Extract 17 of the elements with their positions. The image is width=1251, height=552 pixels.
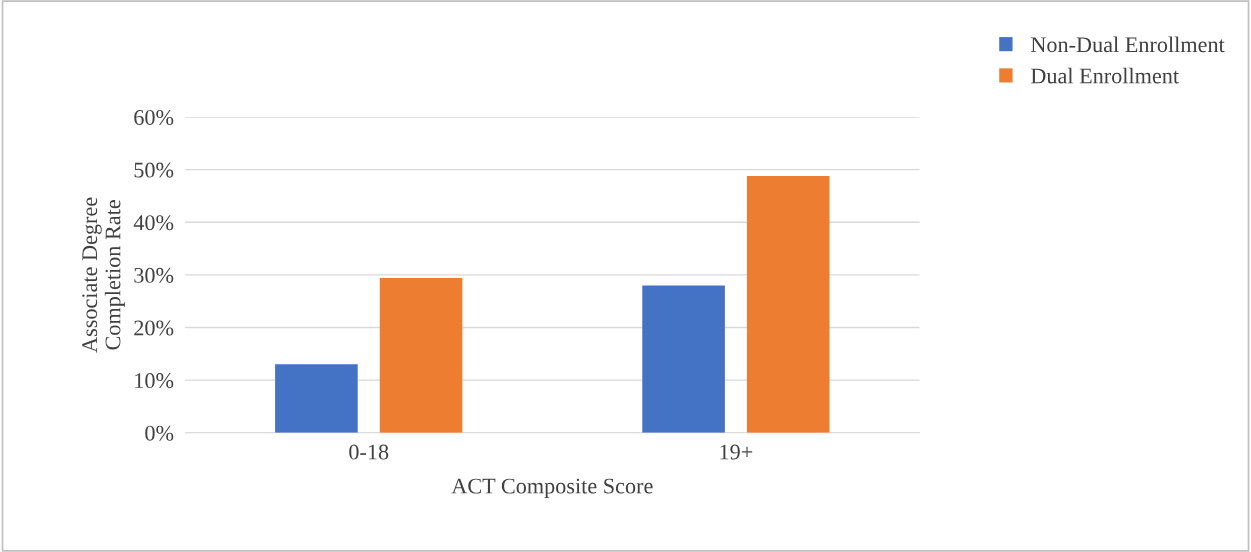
y-tick-label: 0% (145, 425, 174, 441)
bar (275, 364, 358, 433)
bar (746, 175, 830, 433)
x-tick-label: 0-18 (349, 444, 389, 460)
x-tick-label: 19+ (720, 444, 753, 460)
y-tick-label: 60% (134, 109, 174, 126)
y-tick-label: 40% (133, 215, 174, 231)
y-tick-label: 10% (135, 373, 174, 389)
y-axis-title: Associate Degree Completion Rate (82, 197, 125, 353)
legend-label: Dual Enrollment (1030, 67, 1179, 84)
y-tick-label: 30% (134, 267, 174, 283)
bar (642, 285, 725, 433)
y-tick-label: 50% (134, 162, 174, 178)
y-tick-label: 20% (134, 320, 174, 336)
legend-label: Non-Dual Enrollment (1030, 36, 1225, 53)
bar (379, 278, 463, 433)
x-axis-title: ACT Composite Score (451, 478, 653, 499)
